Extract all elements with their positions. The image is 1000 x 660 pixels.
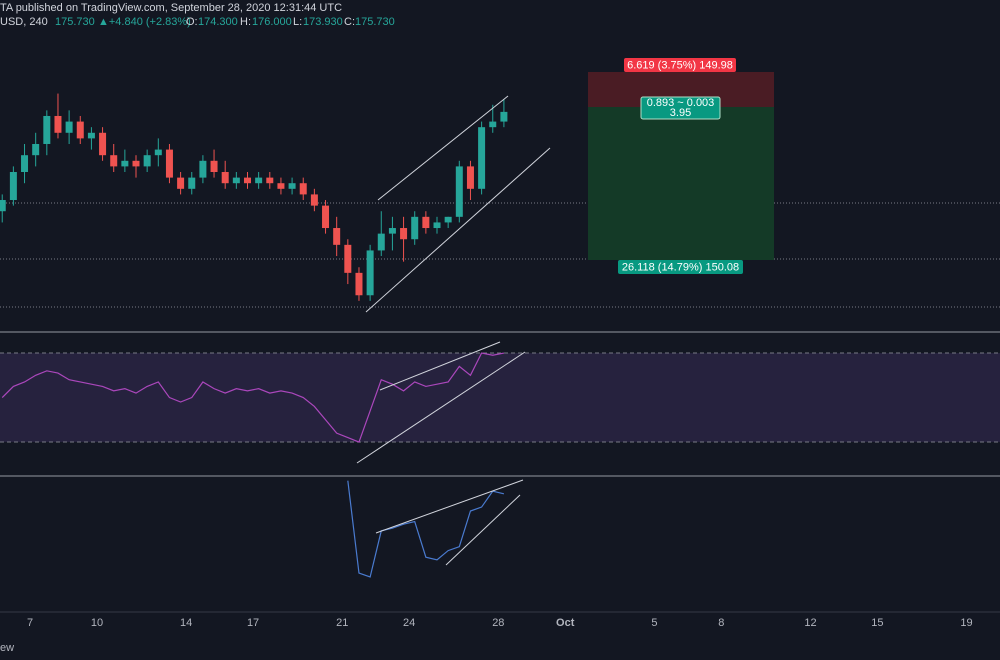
candle-body [266, 177, 274, 184]
candle-body [500, 111, 508, 122]
candle-body [466, 166, 474, 189]
ratio-label: 0.893 ~ 0.003 [647, 97, 715, 109]
low-value: 173.930 [303, 16, 343, 28]
x-tick-label: 12 [804, 617, 816, 629]
publish-info: TA published on TradingView.com, Septemb… [0, 2, 342, 14]
candle-body [221, 172, 229, 184]
candle-body [422, 216, 430, 229]
candle-body [355, 272, 363, 296]
x-tick-label: 17 [247, 617, 259, 629]
price-change: ▲+4.840 (+2.83%) [98, 16, 191, 28]
x-tick-label: 21 [336, 617, 348, 629]
candle-body [43, 115, 51, 144]
footer: ew [0, 642, 14, 654]
x-tick-label: 15 [871, 617, 883, 629]
ratio-value: 3.95 [670, 107, 691, 119]
trend-line[interactable] [379, 341, 501, 391]
candle-body [32, 143, 40, 156]
x-tick-label: 5 [651, 617, 657, 629]
candle-body [232, 177, 240, 184]
x-tick-label: Oct [556, 617, 575, 629]
candle-body [322, 205, 330, 229]
candle-body [188, 177, 196, 189]
candle-body [65, 121, 73, 133]
candle-body [333, 228, 341, 245]
candle-body [9, 172, 17, 201]
candle-body [455, 166, 463, 217]
candle-body [444, 216, 452, 223]
candle-body [411, 216, 419, 240]
candle-body [433, 222, 441, 229]
trend-line[interactable] [375, 479, 524, 534]
ratio-box [640, 96, 721, 120]
candle-body [277, 183, 285, 189]
stop-label-box [624, 58, 736, 72]
candle-body [154, 149, 162, 156]
close-label: C: [344, 16, 355, 28]
x-tick-label: 14 [180, 617, 192, 629]
candle-body [478, 127, 486, 189]
x-tick-label: 28 [492, 617, 504, 629]
open-value: 174.300 [198, 16, 238, 28]
candle-body [255, 177, 263, 184]
candle-body [87, 132, 95, 139]
stop-label: 6.619 (3.75%) 149.98 [627, 59, 733, 71]
close-value: 175.730 [355, 16, 395, 28]
candle-body [400, 228, 408, 240]
candle-body [344, 244, 352, 273]
candle-body [210, 160, 218, 173]
x-tick-label: 10 [91, 617, 103, 629]
candle-body [165, 149, 173, 178]
low-label: L: [293, 16, 302, 28]
candle-body [0, 200, 6, 212]
candle-body [388, 228, 396, 234]
candle-body [243, 177, 251, 184]
candle-body [21, 155, 29, 173]
candle-body [99, 132, 107, 156]
x-tick-label: 8 [718, 617, 724, 629]
last-price: 175.730 [55, 16, 95, 28]
candle-body [177, 177, 185, 189]
trend-line[interactable] [356, 351, 526, 464]
trend-line[interactable] [445, 494, 521, 566]
symbol: USD, 240 [0, 16, 48, 28]
candle-body [132, 160, 140, 167]
x-tick-label: 24 [403, 617, 415, 629]
candle-body [288, 183, 296, 189]
x-tick-label: 19 [960, 617, 972, 629]
indicator-line [1, 352, 505, 443]
x-tick-label: 7 [27, 617, 33, 629]
candle-body [489, 121, 497, 128]
candle-body [110, 155, 118, 167]
trend-line[interactable] [365, 147, 551, 313]
target-label-box [618, 260, 743, 274]
indicator-line [347, 480, 505, 578]
candle-body [199, 160, 207, 178]
target-label: 26.118 (14.79%) 150.08 [622, 261, 739, 273]
high-value: 176.000 [252, 16, 292, 28]
rsi-band [0, 353, 1000, 443]
target-zone[interactable] [588, 107, 774, 260]
open-label: O: [186, 16, 198, 28]
candle-body [366, 250, 374, 296]
high-label: H: [240, 16, 251, 28]
candle-body [121, 160, 129, 167]
candle-body [54, 115, 62, 133]
candle-body [76, 121, 84, 139]
candle-body [310, 194, 318, 206]
trend-line[interactable] [377, 95, 509, 201]
candle-body [143, 155, 151, 167]
candle-body [299, 183, 307, 195]
candle-body [377, 233, 385, 251]
